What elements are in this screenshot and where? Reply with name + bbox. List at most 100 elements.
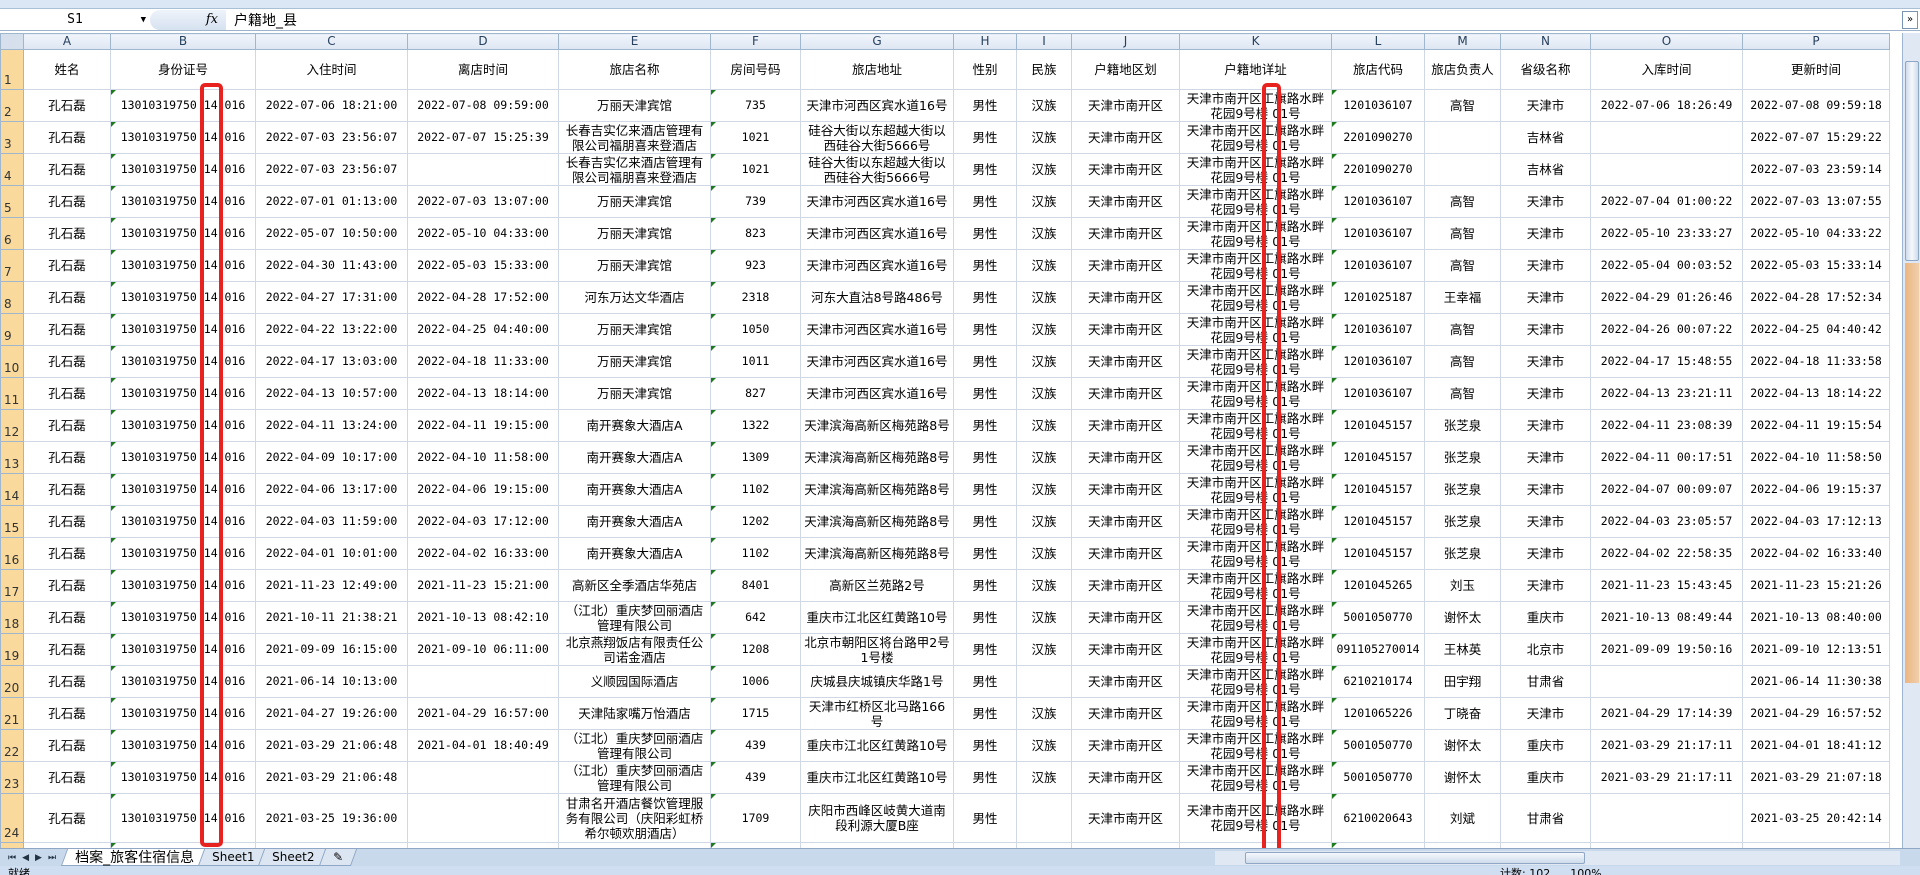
cell-m[interactable] — [1424, 153, 1501, 186]
cell-a[interactable]: 孔石磊 — [23, 345, 111, 378]
row-header[interactable]: 10 — [0, 345, 24, 378]
cell-g[interactable]: 重庆市江北区红黄路10号 — [800, 761, 954, 794]
cell-e[interactable]: 万丽天津宾馆 — [558, 377, 711, 410]
cell-g[interactable]: 天津市河西区宾水道16号 — [800, 313, 954, 346]
row-header[interactable]: 1 — [0, 49, 24, 90]
column-header-n[interactable]: N — [1500, 33, 1591, 50]
column-title[interactable]: 性别 — [953, 49, 1017, 90]
cell-o[interactable]: 2022-04-17 15:48:55 — [1590, 345, 1743, 378]
column-header-a[interactable]: A — [23, 33, 111, 50]
cell-f[interactable]: 2318 — [710, 281, 801, 314]
row-header[interactable]: 13 — [0, 441, 24, 474]
cell-h[interactable]: 男性 — [953, 601, 1017, 634]
cell-p[interactable]: 2022-04-18 11:33:58 — [1742, 345, 1890, 378]
cell-p[interactable]: 2021-04-29 16:57:52 — [1742, 697, 1890, 730]
cell-k[interactable]: 天津市南开区工旗路水畔花园9号楼 01号 — [1179, 345, 1332, 378]
column-title[interactable]: 旅店代码 — [1331, 49, 1425, 90]
cell-p[interactable]: 2021-03-29 21:07:18 — [1742, 761, 1890, 794]
cell-n[interactable]: 重庆市 — [1500, 729, 1591, 762]
column-header-m[interactable]: M — [1424, 33, 1501, 50]
cell-g[interactable]: 天津滨海高新区梅苑路8号 — [800, 473, 954, 506]
cell-h[interactable]: 男性 — [953, 89, 1017, 122]
cell-a[interactable]: 孔石磊 — [23, 377, 111, 410]
cell-d[interactable]: 2022-07-07 15:25:39 — [407, 121, 559, 154]
cell-i[interactable]: 汉族 — [1016, 249, 1072, 282]
cell-m[interactable]: 张芝泉 — [1424, 473, 1501, 506]
cell-b[interactable]: 13010319750 14 016 — [110, 633, 256, 666]
cell-d[interactable]: 2022-04-13 18:14:00 — [407, 377, 559, 410]
spreadsheet-grid[interactable]: A B C D E F G H I J K L M N O P 1 姓名 身份证号 入住时间 离店时间 旅店名称 房间号码旅… — [0, 33, 1902, 848]
cell-e[interactable]: 北京燕翔饭店有限责任公司诺金酒店 — [558, 633, 711, 666]
cell-h[interactable]: 男性 — [953, 313, 1017, 346]
cell-c[interactable]: 2021-03-29 21:06:48 — [255, 729, 408, 762]
column-title[interactable]: 民族 — [1016, 49, 1072, 90]
cell-k[interactable]: 天津市南开区工旗路水畔花园9号楼 01号 — [1179, 633, 1332, 666]
dropdown-arrow-icon[interactable]: ▼ — [140, 14, 146, 25]
cell-l[interactable]: 5001050770 — [1331, 601, 1425, 634]
cell-e[interactable]: 南开赛象大酒店A — [558, 537, 711, 570]
cell-n[interactable]: 吉林省 — [1500, 153, 1591, 186]
cell-j[interactable]: 天津市南开区 — [1071, 537, 1180, 570]
cell-c[interactable]: 2021-06-14 10:13:00 — [255, 665, 408, 698]
last-sheet-icon[interactable]: ⏭ — [47, 852, 57, 863]
cell-f[interactable]: 827 — [710, 377, 801, 410]
cell-c[interactable]: 2022-04-17 13:03:00 — [255, 345, 408, 378]
vertical-scrollbar[interactable] — [1902, 33, 1920, 848]
cell-d[interactable]: 2022-05-10 04:33:00 — [407, 217, 559, 250]
cell-h[interactable]: 男性 — [953, 185, 1017, 218]
cell-n[interactable]: 吉林省 — [1500, 121, 1591, 154]
cell-i[interactable]: 汉族 — [1016, 281, 1072, 314]
cell-j[interactable]: 天津市南开区 — [1071, 377, 1180, 410]
column-title[interactable]: 离店时间 — [407, 49, 559, 90]
cell-b[interactable]: 13010319750 14 016 — [110, 153, 256, 186]
cell-f[interactable]: 739 — [710, 185, 801, 218]
cell-a[interactable]: 孔石磊 — [23, 217, 111, 250]
cell-m[interactable]: 高智 — [1424, 377, 1501, 410]
cell-g[interactable]: 硅谷大街以东超越大街以西硅谷大街5666号 — [800, 121, 954, 154]
cell-d[interactable]: 2022-04-28 17:52:00 — [407, 281, 559, 314]
cell-b[interactable]: 13010319750 14 016 — [110, 249, 256, 282]
cell-l[interactable]: 6210210174 — [1331, 665, 1425, 698]
cell-i[interactable]: 汉族 — [1016, 185, 1072, 218]
cell-l[interactable]: 2201090270 — [1331, 153, 1425, 186]
cell-j[interactable]: 天津市南开区 — [1071, 345, 1180, 378]
cell-h[interactable]: 男性 — [953, 441, 1017, 474]
cell-o[interactable]: 2022-04-07 00:09:07 — [1590, 473, 1743, 506]
cell-o[interactable]: 2021-03-29 21:17:11 — [1590, 729, 1743, 762]
cell-m[interactable]: 丁晓奋 — [1424, 697, 1501, 730]
cell-g[interactable]: 北京市朝阳区将台路甲2号1号楼 — [800, 633, 954, 666]
cell-n[interactable]: 天津市 — [1500, 185, 1591, 218]
cell-j[interactable]: 天津市南开区 — [1071, 665, 1180, 698]
cell-j[interactable]: 天津市南开区 — [1071, 505, 1180, 538]
cell-d[interactable]: 2022-04-18 11:33:00 — [407, 345, 559, 378]
column-title[interactable]: 入住时间 — [255, 49, 408, 90]
cell-b[interactable]: 13010319750 14 016 — [110, 601, 256, 634]
cell-a[interactable]: 孔石磊 — [23, 537, 111, 570]
row-header[interactable]: 12 — [0, 409, 24, 442]
cell-i[interactable]: 汉族 — [1016, 121, 1072, 154]
cell-e[interactable]: 长春吉实亿来酒店管理有限公司福朋喜来登酒店 — [558, 121, 711, 154]
cell-l[interactable]: 091105270014 — [1331, 633, 1425, 666]
cell-f[interactable]: 439 — [710, 729, 801, 762]
cell-o[interactable] — [1590, 793, 1743, 843]
cell-f[interactable]: 1006 — [710, 665, 801, 698]
cell-m[interactable]: 高智 — [1424, 217, 1501, 250]
cell-a[interactable]: 孔石磊 — [23, 409, 111, 442]
cell-i[interactable]: 汉族 — [1016, 761, 1072, 794]
column-header-p[interactable]: P — [1742, 33, 1890, 50]
cell-l[interactable]: 2201090270 — [1331, 121, 1425, 154]
cell-h[interactable]: 男性 — [953, 729, 1017, 762]
cell-o[interactable]: 2022-05-10 23:33:27 — [1590, 217, 1743, 250]
cell-h[interactable]: 男性 — [953, 377, 1017, 410]
cell-i[interactable]: 汉族 — [1016, 89, 1072, 122]
cell-i[interactable]: 汉族 — [1016, 633, 1072, 666]
cell-j[interactable]: 天津市南开区 — [1071, 793, 1180, 843]
first-sheet-icon[interactable]: ⏮ — [8, 852, 17, 863]
cell-c[interactable]: 2021-09-09 16:15:00 — [255, 633, 408, 666]
cell-d[interactable]: 2021-04-29 16:57:00 — [407, 697, 559, 730]
cell-j[interactable]: 天津市南开区 — [1071, 89, 1180, 122]
cell-j[interactable]: 天津市南开区 — [1071, 153, 1180, 186]
row-header[interactable]: 24 — [0, 793, 24, 843]
cell-f[interactable]: 1709 — [710, 793, 801, 843]
cell-i[interactable]: 汉族 — [1016, 473, 1072, 506]
